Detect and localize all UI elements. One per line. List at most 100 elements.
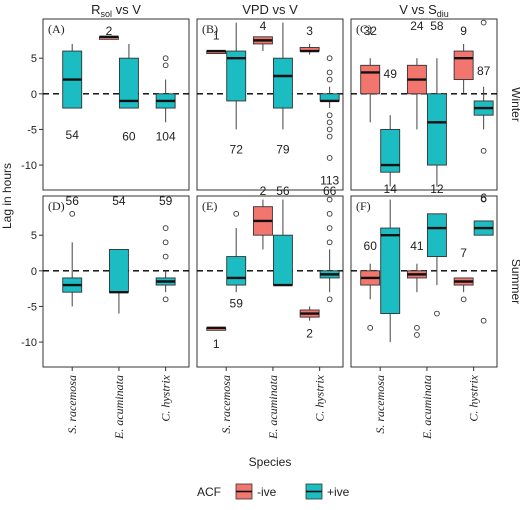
panel-label: (E)	[202, 199, 217, 213]
sample-count-label: 2	[106, 24, 113, 38]
y-tick-label: -10	[21, 337, 37, 349]
outlier-point	[326, 126, 333, 133]
column-title-suffix: vs V	[112, 2, 141, 17]
panel-label: (F)	[356, 199, 371, 213]
y-tick-label: -5	[27, 124, 37, 136]
box-neg: 32	[360, 24, 381, 123]
sample-count-label: 1	[213, 337, 220, 351]
box-pos: 79	[272, 22, 293, 156]
outlier-point	[326, 69, 333, 76]
sample-count-label: 32	[364, 24, 378, 38]
outlier-point	[326, 239, 333, 246]
outlier-point	[326, 296, 333, 303]
outlier-point	[326, 112, 333, 119]
x-tick-label: S. racemosa	[373, 375, 387, 434]
box-body	[108, 248, 129, 293]
sample-count-label: 87	[477, 64, 491, 78]
legend-label: +ive	[327, 485, 350, 499]
box-pos: 12	[426, 182, 447, 317]
x-tick-label: C. hystrix	[467, 374, 481, 421]
panel-c: (C)32 49 24 58 9 87	[350, 18, 498, 191]
y-tick-label: -5	[27, 301, 37, 313]
column-title: VPD vs V	[242, 2, 298, 17]
outlier-point	[480, 147, 487, 154]
box-body	[380, 128, 401, 173]
legend-label: -ive	[257, 485, 277, 499]
outlier-point	[326, 76, 333, 83]
y-tick-label: 0	[31, 266, 37, 278]
column-title-subscript: diu	[437, 9, 449, 19]
outlier-point	[480, 19, 487, 26]
box-neg: 24	[406, 19, 427, 130]
outlier-point	[326, 119, 333, 126]
panel-label: (D)	[48, 199, 65, 213]
y-tick-label: 0	[31, 89, 37, 101]
x-tick-label: E. acuminata	[420, 375, 434, 440]
sample-count-label: 9	[460, 24, 467, 38]
sample-count-label: 54	[112, 194, 126, 208]
sample-count-label: 60	[122, 130, 136, 144]
box-pos: 56	[62, 194, 83, 307]
outlier-point	[326, 196, 333, 203]
sample-count-label: 3	[306, 24, 313, 38]
sample-count-label: 56	[276, 184, 290, 198]
outlier-point	[460, 296, 467, 303]
sample-count-label: 2	[260, 184, 267, 198]
sample-count-label: 12	[430, 182, 444, 196]
box-body	[360, 64, 381, 95]
sample-count-label: 60	[364, 239, 378, 253]
outlier-point	[480, 317, 487, 324]
sample-count-label: 4	[260, 19, 267, 33]
outlier-point	[162, 239, 169, 246]
outlier-point	[480, 196, 487, 203]
panel-label: (C)	[356, 22, 372, 36]
outlier-point	[162, 225, 169, 231]
box-pos: 56	[272, 184, 293, 287]
x-tick-label: E. acuminata	[266, 375, 280, 440]
x-axis-title: Species	[249, 455, 292, 469]
column-title-subscript: sol	[100, 9, 112, 19]
outlier-point	[326, 133, 333, 140]
box-neg: 7	[453, 246, 474, 303]
panel-label: (B)	[202, 22, 218, 36]
panel-b: (B)1 72 4 79 3 113	[196, 18, 344, 191]
y-tick-label: 5	[31, 53, 37, 65]
box-neg: 2	[98, 24, 119, 40]
box-neg: 2	[299, 306, 320, 341]
outlier-point	[326, 210, 333, 217]
sample-count-label: 104	[156, 130, 176, 144]
sample-count-label: 1	[213, 28, 220, 42]
sample-count-label: 59	[159, 194, 173, 208]
y-tick-label: 5	[31, 230, 37, 242]
box-neg: 2	[252, 184, 273, 250]
box-pos: 66	[319, 184, 340, 303]
outlier-point	[367, 324, 374, 331]
outlier-point	[326, 55, 333, 62]
x-tick-label: S. racemosa	[219, 375, 233, 434]
outlier-point	[326, 155, 333, 161]
x-tick-label: E. acuminata	[112, 375, 126, 440]
x-axes: S. racemosa E. acuminata C. hystrix S. race…	[65, 367, 481, 440]
outlier-point	[434, 310, 440, 317]
sample-count-label: 7	[460, 246, 467, 260]
box-body	[272, 57, 293, 109]
x-tick-label: S. racemosa	[65, 375, 79, 434]
box-body	[226, 256, 247, 286]
box-pos: 58	[426, 19, 447, 187]
box-body	[426, 213, 447, 258]
box-body	[118, 57, 139, 109]
sample-count-label: 2	[306, 327, 313, 341]
panel-frame	[196, 18, 344, 191]
panel-d: (D) 56 54 59	[42, 194, 190, 368]
panel-e: (E) 1 59 2 56 2 66	[196, 184, 344, 368]
sample-count-label: 66	[323, 184, 337, 198]
box-body	[380, 227, 401, 315]
sample-count-label: 41	[410, 239, 424, 253]
outlier-point	[162, 55, 169, 62]
sample-count-label: 6	[480, 191, 487, 205]
y-tick-label: -10	[21, 160, 37, 172]
box-pos: 59	[226, 210, 247, 311]
outlier-point	[326, 225, 333, 231]
